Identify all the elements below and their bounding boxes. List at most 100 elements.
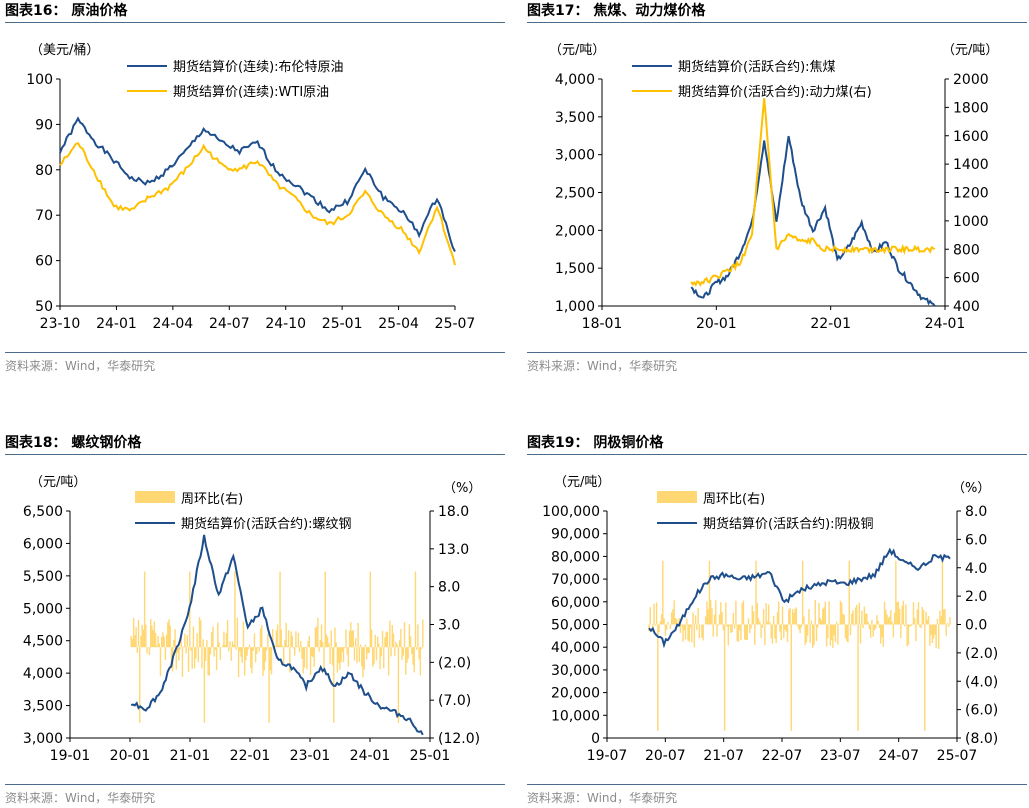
y-tick-label: 40,000 <box>551 640 600 656</box>
y-unit-left: （元/吨） <box>554 475 610 490</box>
x-tick-label: 25-01 <box>410 748 451 764</box>
y-tick-label: 50 <box>35 299 53 315</box>
legend-label: 周环比(右) <box>703 492 765 507</box>
y-tick-label: 6,500 <box>23 504 63 520</box>
source-note: 资料来源：Wind，华泰研究 <box>527 784 1027 806</box>
y-unit-right: （%） <box>952 481 990 496</box>
y-tick-label: 90 <box>35 117 53 133</box>
x-tick-label: 24-01 <box>96 316 137 332</box>
y-tick-label-right: 1800 <box>953 100 989 116</box>
y-tick-label: 80,000 <box>551 549 600 565</box>
y-tick-label-right: 1400 <box>953 157 989 173</box>
chart-title: 图表19： 阴极铜价格 <box>527 432 1027 455</box>
copper-chart: （元/吨） （%） 100,000 90,000 80,000 70,000 60,000 5… <box>542 475 998 764</box>
x-tick-label: 24-07 <box>878 748 919 764</box>
y-tick-label: 4,000 <box>23 666 63 682</box>
y-tick-label: 70,000 <box>551 572 600 588</box>
series-line-1 <box>690 98 936 287</box>
y-tick-label: 1,500 <box>555 261 595 277</box>
y-tick-label: 4,500 <box>23 634 63 650</box>
y-tick-label-right: (8.0) <box>965 731 998 747</box>
y-tick-label-right: (2.0) <box>965 646 998 662</box>
y-tick-label-right: 400 <box>953 299 980 315</box>
y-tick-label: 5,000 <box>23 601 63 617</box>
y-tick-label-right: (4.0) <box>965 674 998 690</box>
chart-title: 图表16： 原油价格 <box>5 0 505 23</box>
legend-swatch <box>135 491 175 503</box>
x-tick-label: 23-01 <box>290 748 331 764</box>
legend-label: 期货结算价(活跃合约):动力煤(右) <box>678 84 872 100</box>
y-tick-label-right: 8.0 <box>965 504 987 520</box>
x-tick-label: 23-07 <box>820 748 861 764</box>
y-tick-label-right: 18.0 <box>438 504 469 520</box>
y-unit-right: （元/吨） <box>942 43 998 58</box>
y-tick-label: 3,000 <box>555 148 595 164</box>
y-tick-label-right: 3.0 <box>438 618 460 634</box>
y-tick-label-right: (6.0) <box>965 703 998 719</box>
y-tick-label-right: 1200 <box>953 186 989 202</box>
x-tick-label: 24-01 <box>350 748 391 764</box>
x-tick-label: 23-10 <box>40 316 81 332</box>
y-unit-left: （元/吨） <box>549 43 605 58</box>
source-note: 资料来源：Wind，华泰研究 <box>5 784 505 806</box>
y-tick-label: 50,000 <box>551 618 600 634</box>
source-note: 资料来源：Wind，华泰研究 <box>527 352 1027 374</box>
x-tick-label: 24-04 <box>153 316 194 332</box>
coal-chart: （元/吨） （元/吨） 4,000 3,500 3,000 2,500 2,000 1,500… <box>549 43 998 332</box>
y-tick-label: 0 <box>591 731 600 747</box>
y-tick-label-right: 8.0 <box>438 580 460 596</box>
y-tick-label-right: 6.0 <box>965 532 987 548</box>
source-note: 资料来源：Wind，华泰研究 <box>5 352 505 374</box>
y-tick-label: 4,000 <box>555 72 595 88</box>
y-tick-label: 10,000 <box>551 708 600 724</box>
y-tick-label-right: 4.0 <box>965 561 987 577</box>
x-tick-label: 20-01 <box>110 748 151 764</box>
rebar-chart: （元/吨） （%） 6,500 6,000 5,500 5,000 4,500 4,000 3,… <box>23 475 481 764</box>
legend-label: 周环比(右) <box>181 492 243 507</box>
y-unit-right: （%） <box>443 481 481 496</box>
y-tick-label: 1,000 <box>555 299 595 315</box>
x-tick-label: 21-01 <box>170 748 211 764</box>
y-tick-label: 6,000 <box>23 536 63 552</box>
x-tick-label: 19-01 <box>50 748 91 764</box>
y-tick-label: 100 <box>26 72 53 88</box>
y-tick-label: 3,500 <box>23 699 63 715</box>
y-tick-label-right: (2.0) <box>438 655 471 671</box>
y-tick-label-right: 2000 <box>953 72 989 88</box>
legend-label: 期货结算价(连续):布伦特原油 <box>173 59 344 75</box>
x-tick-label: 25-01 <box>322 316 363 332</box>
x-tick-label: 25-07 <box>435 316 476 332</box>
y-unit-left: （美元/桶） <box>30 43 99 58</box>
chart-title: 图表18： 螺纹钢价格 <box>5 432 505 455</box>
y-tick-label: 30,000 <box>551 663 600 679</box>
y-tick-label: 20,000 <box>551 686 600 702</box>
x-tick-label: 18-01 <box>582 316 623 332</box>
y-tick-label: 60,000 <box>551 595 600 611</box>
y-tick-label: 2,000 <box>555 223 595 239</box>
y-tick-label-right: 2.0 <box>965 589 987 605</box>
y-tick-label: 90,000 <box>551 527 600 543</box>
y-tick-label-right: (7.0) <box>438 693 471 709</box>
series-line-0 <box>690 135 936 307</box>
series-line-1 <box>130 534 424 736</box>
legend-label: 期货结算价(连续):WTI原油 <box>173 84 329 100</box>
y-tick-label: 2,500 <box>555 186 595 202</box>
legend-label: 期货结算价(活跃合约):螺纹钢 <box>181 516 352 532</box>
legend-label: 期货结算价(活跃合约):阴极铜 <box>703 516 874 532</box>
x-tick-label: 24-07 <box>209 316 250 332</box>
x-tick-label: 24-10 <box>265 316 306 332</box>
x-tick-label: 20-07 <box>645 748 686 764</box>
x-tick-label: 20-01 <box>696 316 737 332</box>
series-line-1 <box>648 547 951 649</box>
series-line-1 <box>59 141 456 266</box>
x-tick-label: 25-04 <box>378 316 419 332</box>
y-tick-label: 100,000 <box>542 504 600 520</box>
x-tick-label: 24-01 <box>925 316 966 332</box>
y-tick-label-right: 13.0 <box>438 542 469 558</box>
x-tick-label: 22-01 <box>230 748 271 764</box>
y-tick-label-right: 600 <box>953 271 980 287</box>
x-tick-label: 25-07 <box>937 748 978 764</box>
x-tick-label: 21-07 <box>703 748 744 764</box>
y-tick-label-right: 1600 <box>953 129 989 145</box>
